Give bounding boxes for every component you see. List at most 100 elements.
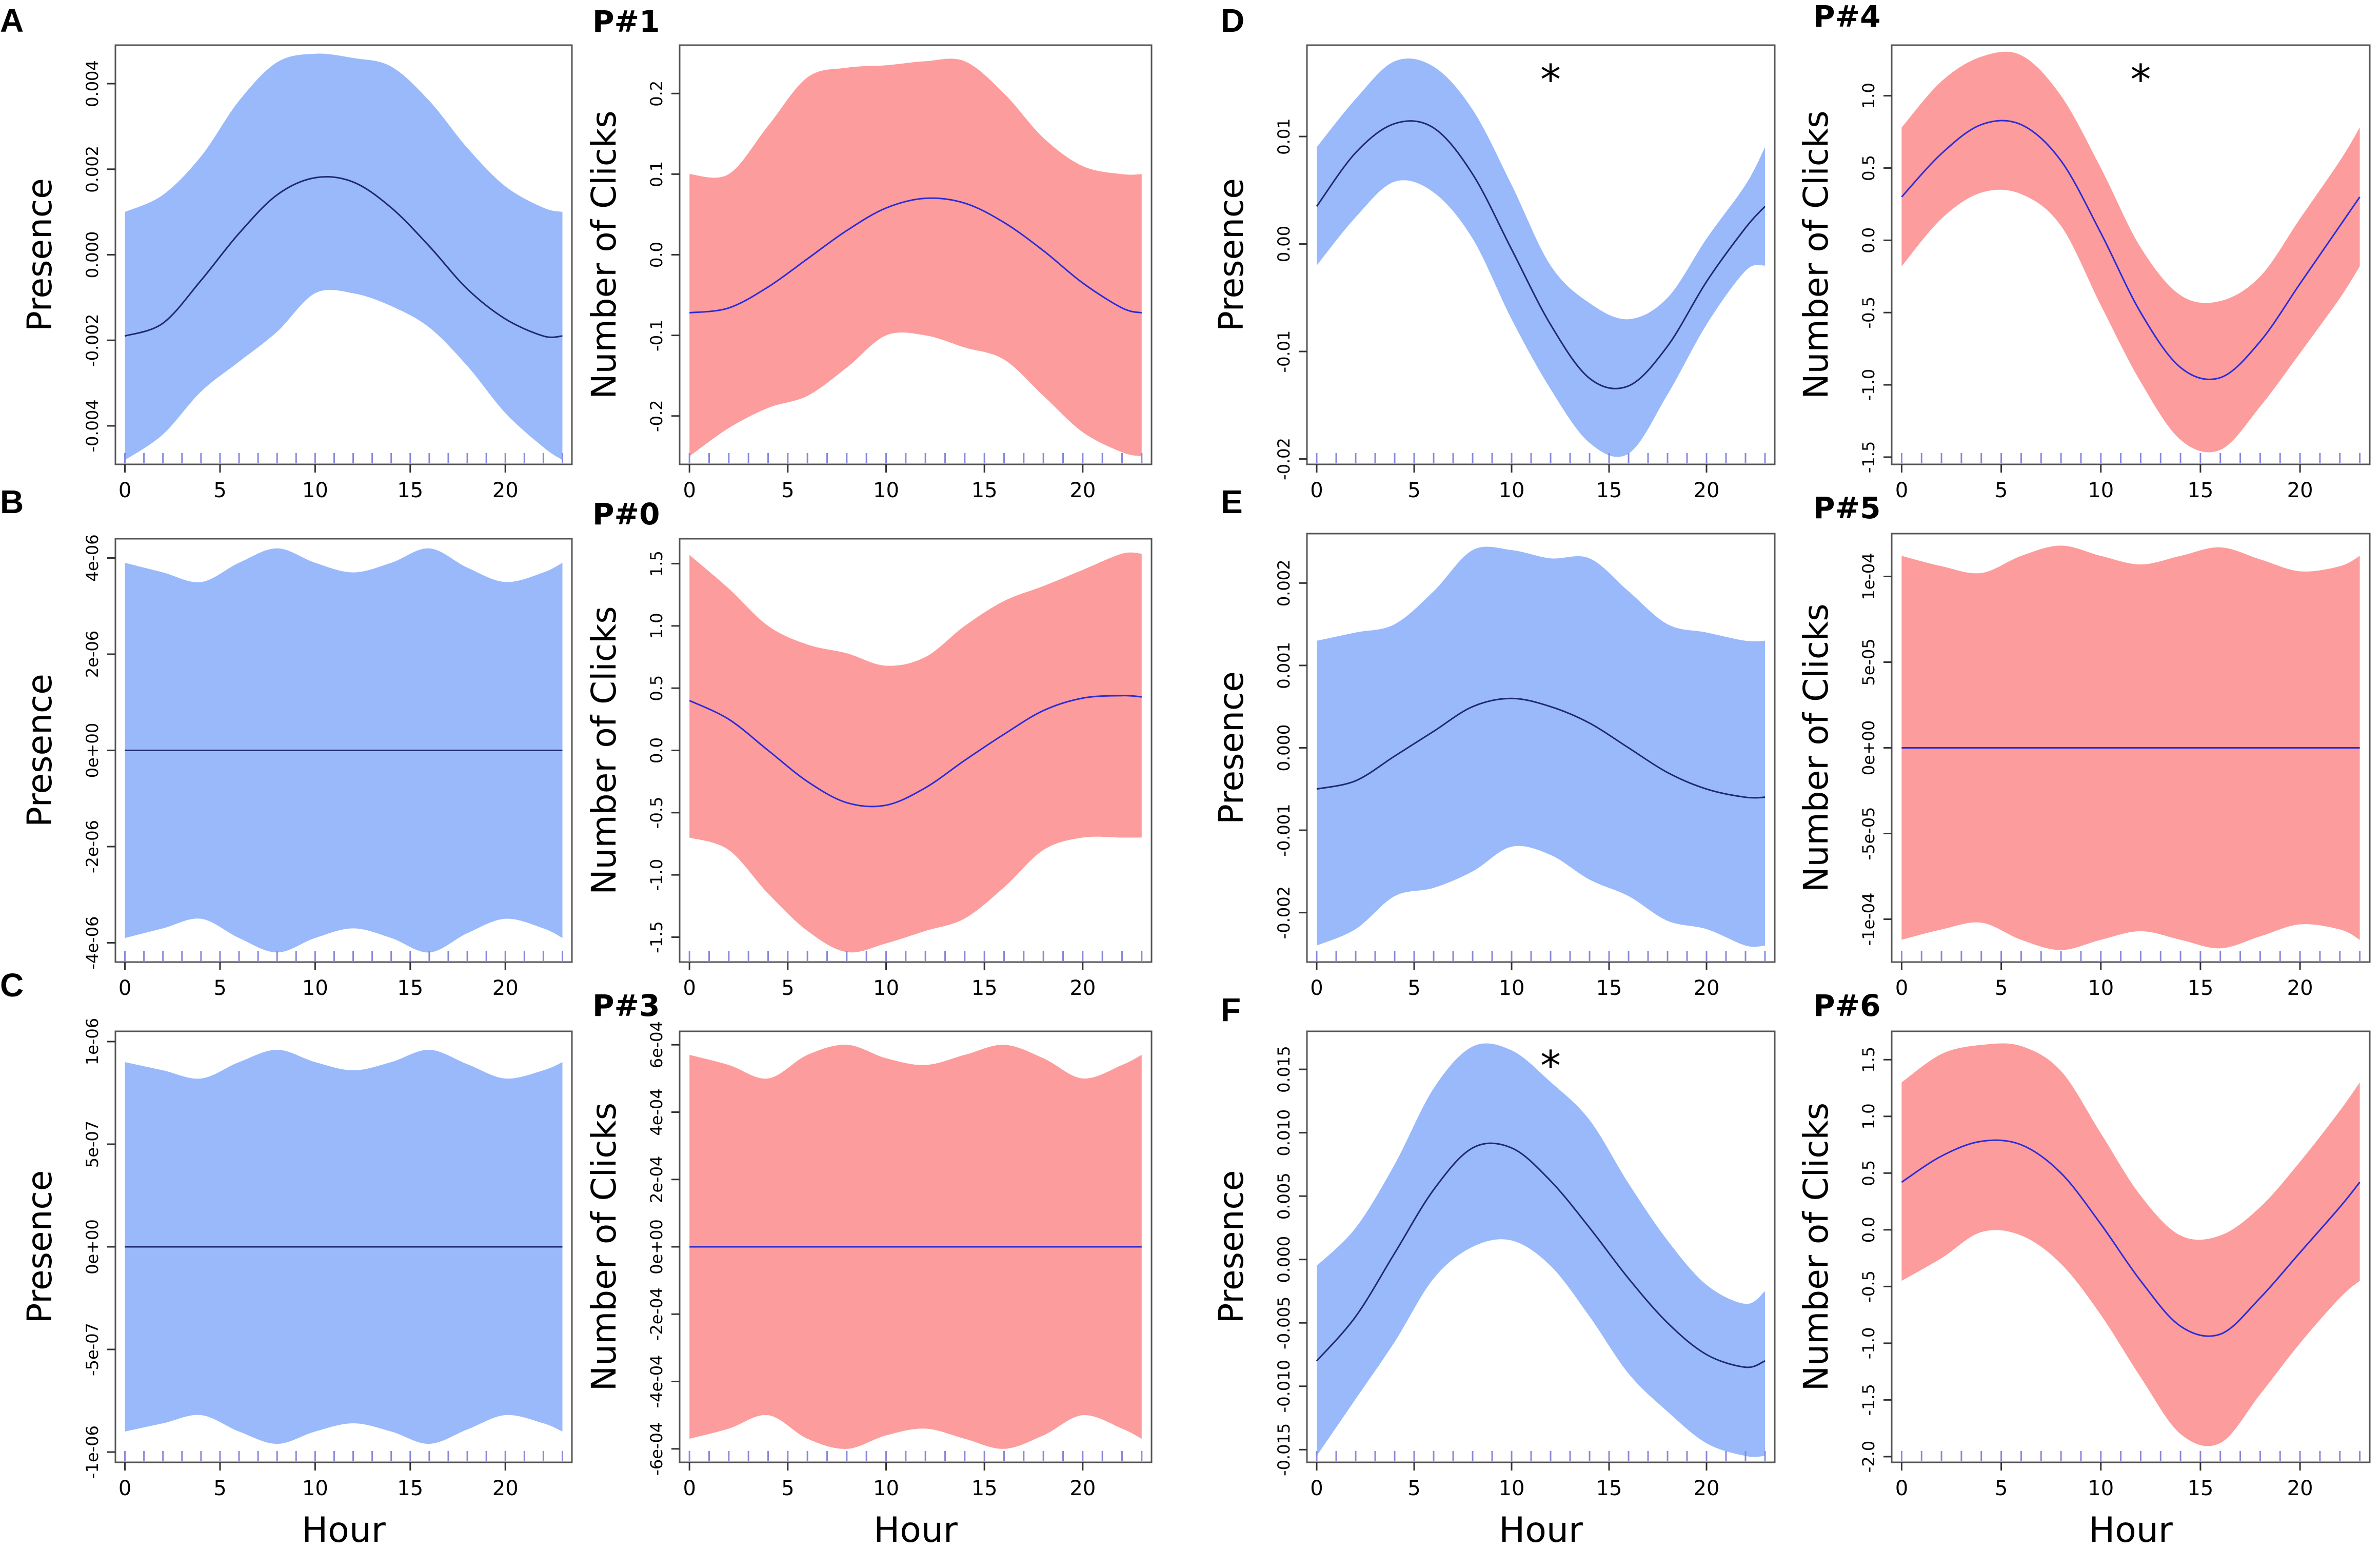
x-tick-label: 5 <box>213 976 226 1000</box>
significance-asterisk: * <box>2130 56 2151 104</box>
x-tick-label: 15 <box>397 1477 423 1500</box>
x-tick-label: 15 <box>2187 1477 2213 1500</box>
y-tick-label: -0.5 <box>1859 1270 1878 1302</box>
x-tick-label: 15 <box>971 976 998 1000</box>
x-tick-label: 20 <box>1069 1477 1096 1500</box>
plot-frame <box>1891 44 2371 465</box>
y-tick-label: 1e-04 <box>1859 553 1878 600</box>
y-axis-label: Number of Clicks <box>1796 110 1836 399</box>
x-tick-label: 5 <box>781 976 794 1000</box>
y-axis-label: Presence <box>20 1170 60 1324</box>
x-axis-label: Hour <box>1499 1510 1583 1548</box>
y-axis-label: Presence <box>20 674 60 827</box>
y-tick-label: 0.000 <box>1274 1236 1294 1283</box>
y-tick-label: 1.5 <box>1859 1047 1878 1073</box>
chart-panel-p5: P#5 0 5 10 15 20 -1e-04 -5e-05 0e+00 5e-05 1e-04 Nu… <box>1796 491 2371 1000</box>
y-tick-label: 1.0 <box>1859 83 1878 109</box>
y-tick-label: -6e-04 <box>647 1422 666 1476</box>
y-tick-label: 0.01 <box>1274 118 1294 154</box>
x-tick-label: 5 <box>781 1477 794 1500</box>
y-tick-label: 1.0 <box>647 613 666 639</box>
y-tick-label: -5e-07 <box>83 1323 102 1376</box>
y-tick-label: -0.001 <box>1274 804 1294 856</box>
y-tick-label: 6e-04 <box>647 1021 666 1068</box>
y-tick-label: 4e-06 <box>83 534 102 581</box>
x-tick-label: 10 <box>2088 976 2114 1000</box>
y-tick-label: 0.000 <box>83 231 102 279</box>
x-tick-label: 15 <box>971 1477 998 1500</box>
x-tick-label: 5 <box>1995 976 2008 1000</box>
y-tick-label: -1.0 <box>1859 369 1878 401</box>
y-tick-label: -4e-06 <box>83 916 102 970</box>
x-tick-label: 20 <box>2287 976 2313 1000</box>
confidence-band <box>1901 51 2360 453</box>
panel-label: P#5 <box>1813 491 1880 525</box>
x-tick-label: 20 <box>492 479 519 502</box>
y-tick-label: 0.004 <box>83 60 102 107</box>
x-tick-label: 0 <box>1310 976 1323 1000</box>
x-tick-label: 10 <box>302 479 328 502</box>
y-tick-label: 0.2 <box>647 81 666 107</box>
chart-panel-p3: P#3 0 5 10 15 20 -6e-04 -4e-04 -2e-04 0e+00 2e-04 4… <box>584 988 1153 1548</box>
panel-label: P#0 <box>592 497 660 532</box>
confidence-band <box>689 552 1142 953</box>
chart-panel-e: E 0 5 10 15 20 -0.002 -0.001 0.000 0.001 0.002 Pres… <box>1212 483 1776 1000</box>
y-tick-label: -1e-04 <box>1859 893 1878 946</box>
y-tick-label: 0.001 <box>1274 642 1294 689</box>
x-tick-label: 10 <box>2088 479 2114 502</box>
fit-line <box>1901 1139 2361 1337</box>
x-tick-label: 5 <box>1995 1477 2008 1500</box>
y-tick-label: 5e-07 <box>83 1121 102 1168</box>
chart-panel-p6: P#6 0 5 10 15 20 -2.0 -1.5 -1.0 -0.5 0.0 0.5 1.0 1.5 N… <box>1796 988 2371 1548</box>
confidence-band <box>689 58 1142 457</box>
y-tick-label: -1.5 <box>647 921 666 953</box>
y-tick-label: 0.002 <box>1274 560 1294 607</box>
y-tick-label: -0.004 <box>83 399 102 452</box>
x-tick-label: 0 <box>1310 479 1323 502</box>
panel-label: P#3 <box>592 988 660 1023</box>
y-tick-label: 1e-06 <box>83 1018 102 1065</box>
x-tick-label: 15 <box>2187 479 2213 502</box>
panel-label: P#4 <box>1813 0 1880 34</box>
x-tick-label: 5 <box>1407 479 1420 502</box>
x-tick-label: 15 <box>971 479 998 502</box>
y-tick-label: -0.005 <box>1274 1297 1294 1349</box>
significance-asterisk: * <box>1540 56 1561 104</box>
y-tick-label: -0.015 <box>1274 1423 1294 1476</box>
x-tick-label: 10 <box>873 976 899 1000</box>
y-axis-label: Presence <box>1212 671 1251 825</box>
x-axis-label: Hour <box>302 1510 386 1548</box>
y-axis-label: Number of Clicks <box>584 110 624 399</box>
y-axis-label: Number of Clicks <box>584 606 624 894</box>
x-tick-label: 20 <box>2287 1477 2313 1500</box>
y-tick-label: -2.0 <box>1859 1441 1878 1473</box>
panel-label: C <box>0 967 24 1004</box>
x-tick-label: 10 <box>873 1477 899 1500</box>
y-axis-label: Presence <box>1212 178 1251 331</box>
confidence-band <box>1901 1043 2360 1446</box>
plot-frame <box>1306 44 1776 465</box>
y-tick-label: 0.002 <box>83 146 102 193</box>
x-axis-label: Hour <box>2089 1510 2173 1548</box>
fit-line <box>689 695 1142 808</box>
x-tick-label: 0 <box>118 479 131 502</box>
x-tick-label: 20 <box>1694 976 1720 1000</box>
y-tick-label: 1.5 <box>647 551 666 577</box>
y-tick-label: 0.015 <box>1274 1046 1294 1093</box>
x-tick-label: 5 <box>1407 1477 1420 1500</box>
chart-panel-a: A 0 5 10 15 20 -0.004 -0.002 0.000 0.002 0.004 Pres… <box>0 2 573 502</box>
y-tick-label: 0e+00 <box>1859 720 1878 776</box>
x-tick-label: 0 <box>118 976 131 1000</box>
y-tick-label: -2e-06 <box>83 820 102 873</box>
y-tick-label: 2e-04 <box>647 1156 666 1203</box>
y-tick-label: -0.2 <box>647 400 666 432</box>
y-tick-label: 0e+00 <box>647 1219 666 1275</box>
x-tick-label: 20 <box>1694 479 1720 502</box>
y-axis-label: Presence <box>20 178 60 331</box>
y-tick-label: 0e+00 <box>83 723 102 778</box>
x-tick-label: 0 <box>1310 1477 1323 1500</box>
fit-line <box>1316 697 1766 799</box>
panel-label: P#6 <box>1813 988 1880 1023</box>
x-tick-label: 15 <box>1596 976 1622 1000</box>
